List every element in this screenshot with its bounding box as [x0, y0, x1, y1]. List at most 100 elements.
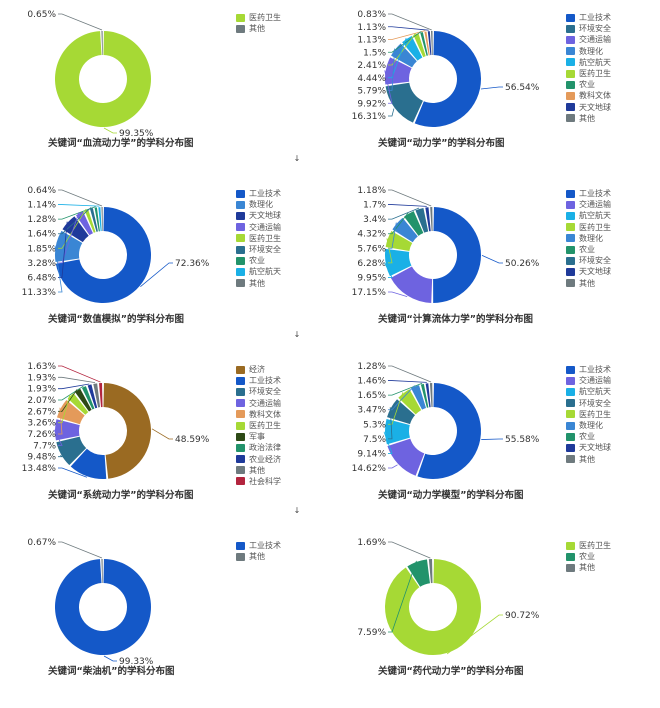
legend-item[interactable]: 其他: [566, 278, 611, 289]
pie-slice[interactable]: [392, 217, 418, 243]
pie-slice[interactable]: [428, 559, 433, 584]
legend-item[interactable]: 经济: [236, 364, 281, 375]
pie-slice[interactable]: [427, 31, 432, 56]
pie-slice[interactable]: [411, 385, 427, 410]
legend-item[interactable]: 交通运输: [566, 34, 611, 45]
pie-slice[interactable]: [101, 559, 103, 584]
pie-slice[interactable]: [404, 211, 424, 236]
legend-item[interactable]: 教科文体: [566, 90, 611, 101]
legend-item[interactable]: 天文地球: [566, 266, 611, 277]
pie-slice[interactable]: [390, 266, 433, 303]
legend-item[interactable]: 工业技术: [566, 188, 611, 199]
legend-item[interactable]: 航空航天: [566, 386, 611, 397]
legend-item[interactable]: 医药卫生: [236, 12, 281, 23]
pie-slice[interactable]: [387, 438, 425, 476]
pie-slice[interactable]: [413, 33, 426, 58]
pie-slice[interactable]: [67, 393, 89, 415]
legend-item[interactable]: 天文地球: [236, 210, 281, 221]
pie-slice[interactable]: [385, 248, 412, 277]
legend-item[interactable]: 农业: [566, 551, 611, 562]
legend-item[interactable]: 其他: [236, 23, 281, 34]
pie-slice[interactable]: [62, 216, 89, 243]
pie-slice[interactable]: [385, 559, 481, 655]
legend-item[interactable]: 农业: [566, 79, 611, 90]
legend-item[interactable]: 工业技术: [566, 12, 611, 23]
pie-slice[interactable]: [402, 35, 423, 61]
legend-item[interactable]: 天文地球: [566, 102, 611, 113]
legend-item[interactable]: 农业: [566, 431, 611, 442]
legend-item[interactable]: 交通运输: [236, 222, 281, 233]
legend-item[interactable]: 农业: [236, 255, 281, 266]
legend-item[interactable]: 天文地球: [566, 442, 611, 453]
legend-item[interactable]: 其他: [566, 454, 611, 465]
legend-item[interactable]: 数理化: [566, 46, 611, 57]
legend-item[interactable]: 其他: [236, 278, 281, 289]
pie-slice[interactable]: [429, 383, 433, 408]
pie-slice[interactable]: [430, 31, 433, 56]
pie-slice[interactable]: [70, 448, 107, 479]
pie-slice[interactable]: [420, 383, 429, 408]
pie-slice[interactable]: [414, 31, 481, 128]
pie-slice[interactable]: [407, 559, 430, 587]
legend-item[interactable]: 环境安全: [566, 23, 611, 34]
pie-slice[interactable]: [430, 207, 433, 232]
legend-item[interactable]: 医药卫生: [236, 233, 281, 244]
pie-slice[interactable]: [385, 82, 423, 123]
legend-item[interactable]: 工业技术: [236, 375, 281, 386]
legend-item[interactable]: 医药卫生: [566, 222, 611, 233]
pie-slice[interactable]: [391, 43, 417, 68]
legend-item[interactable]: 环境安全: [566, 255, 611, 266]
pie-slice[interactable]: [415, 207, 429, 233]
pie-slice[interactable]: [54, 31, 151, 127]
legend-item[interactable]: 环境安全: [566, 398, 611, 409]
pie-slice[interactable]: [424, 31, 430, 56]
pie-slice[interactable]: [81, 386, 95, 410]
legend-item[interactable]: 工业技术: [236, 188, 281, 199]
pie-slice[interactable]: [99, 383, 103, 408]
legend-item[interactable]: 其他: [566, 562, 611, 573]
pie-slice[interactable]: [75, 388, 92, 412]
pie-slice[interactable]: [425, 207, 431, 232]
legend-item[interactable]: 其他: [236, 551, 281, 562]
pie-slice[interactable]: [89, 208, 98, 232]
pie-slice[interactable]: [103, 383, 152, 479]
pie-slice[interactable]: [98, 207, 102, 232]
legend-item[interactable]: 数理化: [566, 233, 611, 244]
legend-item[interactable]: 交通运输: [566, 375, 611, 386]
legend-item[interactable]: 环境安全: [236, 244, 281, 255]
legend-item[interactable]: 工业技术: [236, 540, 281, 551]
pie-slice[interactable]: [56, 436, 87, 466]
legend-item[interactable]: 农业经济: [236, 454, 281, 465]
legend-item[interactable]: 环境安全: [236, 386, 281, 397]
pie-slice[interactable]: [420, 32, 428, 56]
pie-slice[interactable]: [398, 389, 422, 415]
legend-item[interactable]: 航空航天: [566, 57, 611, 68]
legend-item[interactable]: 医药卫生: [566, 540, 611, 551]
legend-item[interactable]: 农业: [566, 244, 611, 255]
pie-slice[interactable]: [101, 207, 103, 232]
pie-slice[interactable]: [425, 383, 431, 408]
pie-slice[interactable]: [84, 209, 96, 233]
pie-slice[interactable]: [93, 383, 101, 408]
legend-item[interactable]: 军事: [236, 431, 281, 442]
pie-slice[interactable]: [55, 207, 151, 303]
legend-item[interactable]: 医药卫生: [566, 68, 611, 79]
legend-item[interactable]: 医药卫生: [236, 420, 281, 431]
legend-item[interactable]: 教科文体: [236, 409, 281, 420]
legend-item[interactable]: 交通运输: [236, 398, 281, 409]
pie-slice[interactable]: [433, 207, 481, 303]
legend-item[interactable]: 航空航天: [236, 266, 281, 277]
legend-item[interactable]: 其他: [566, 113, 611, 124]
legend-item[interactable]: 医药卫生: [566, 409, 611, 420]
legend-item[interactable]: 政治法律: [236, 442, 281, 453]
pie-slice[interactable]: [101, 31, 103, 56]
legend-item[interactable]: 航空航天: [566, 210, 611, 221]
pie-slice[interactable]: [94, 207, 100, 232]
pie-slice[interactable]: [56, 399, 85, 425]
pie-slice[interactable]: [55, 230, 83, 262]
pie-slice[interactable]: [54, 559, 151, 655]
pie-slice[interactable]: [87, 384, 98, 409]
legend-item[interactable]: 其他: [236, 465, 281, 476]
legend-item[interactable]: 数理化: [566, 420, 611, 431]
legend-item[interactable]: 数理化: [236, 199, 281, 210]
